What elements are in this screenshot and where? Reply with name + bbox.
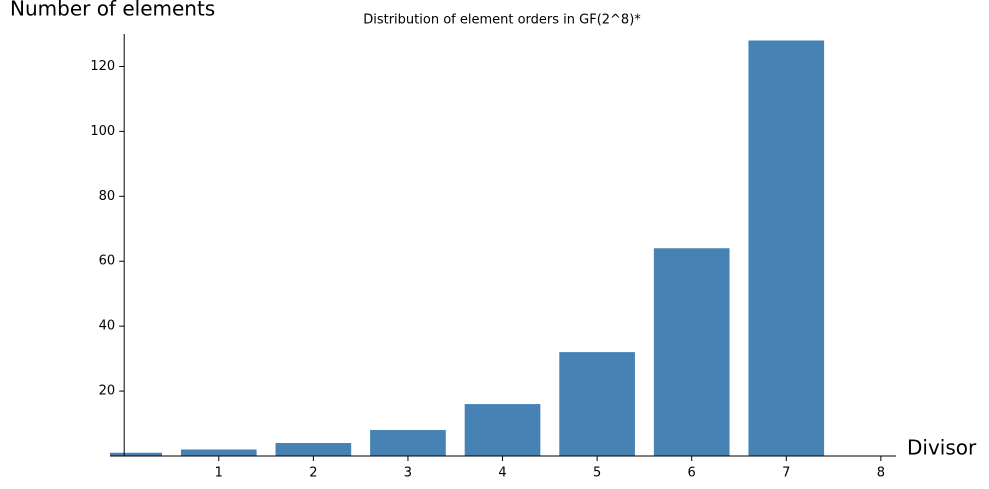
x-tick-label: 1 <box>215 466 223 481</box>
y-tick-label: 40 <box>99 319 116 334</box>
x-axis-label: Divisor <box>907 436 977 460</box>
y-tick-label: 80 <box>99 189 116 204</box>
y-tick-label: 120 <box>90 59 115 74</box>
x-tick-label: 2 <box>309 466 317 481</box>
bar <box>110 452 163 456</box>
x-tick-label: 8 <box>877 466 885 481</box>
y-tick-label: 100 <box>90 124 115 139</box>
x-tick-label: 6 <box>688 466 696 481</box>
y-tick-label: 20 <box>99 384 116 399</box>
bar <box>653 248 730 456</box>
bar <box>559 352 635 456</box>
x-tick-label: 7 <box>782 466 790 481</box>
x-tick-label: 4 <box>498 466 506 481</box>
bar <box>370 430 446 456</box>
bars <box>110 40 825 456</box>
bar <box>180 449 257 456</box>
bar <box>275 443 352 456</box>
y-axis-label: Number of elements <box>10 0 215 21</box>
y-tick-label: 60 <box>99 254 116 269</box>
bar <box>748 40 825 456</box>
x-tick-label: 5 <box>593 466 601 481</box>
chart-title: Distribution of element orders in GF(2^8… <box>363 13 641 28</box>
bar <box>464 404 541 456</box>
x-tick-label: 3 <box>404 466 412 481</box>
